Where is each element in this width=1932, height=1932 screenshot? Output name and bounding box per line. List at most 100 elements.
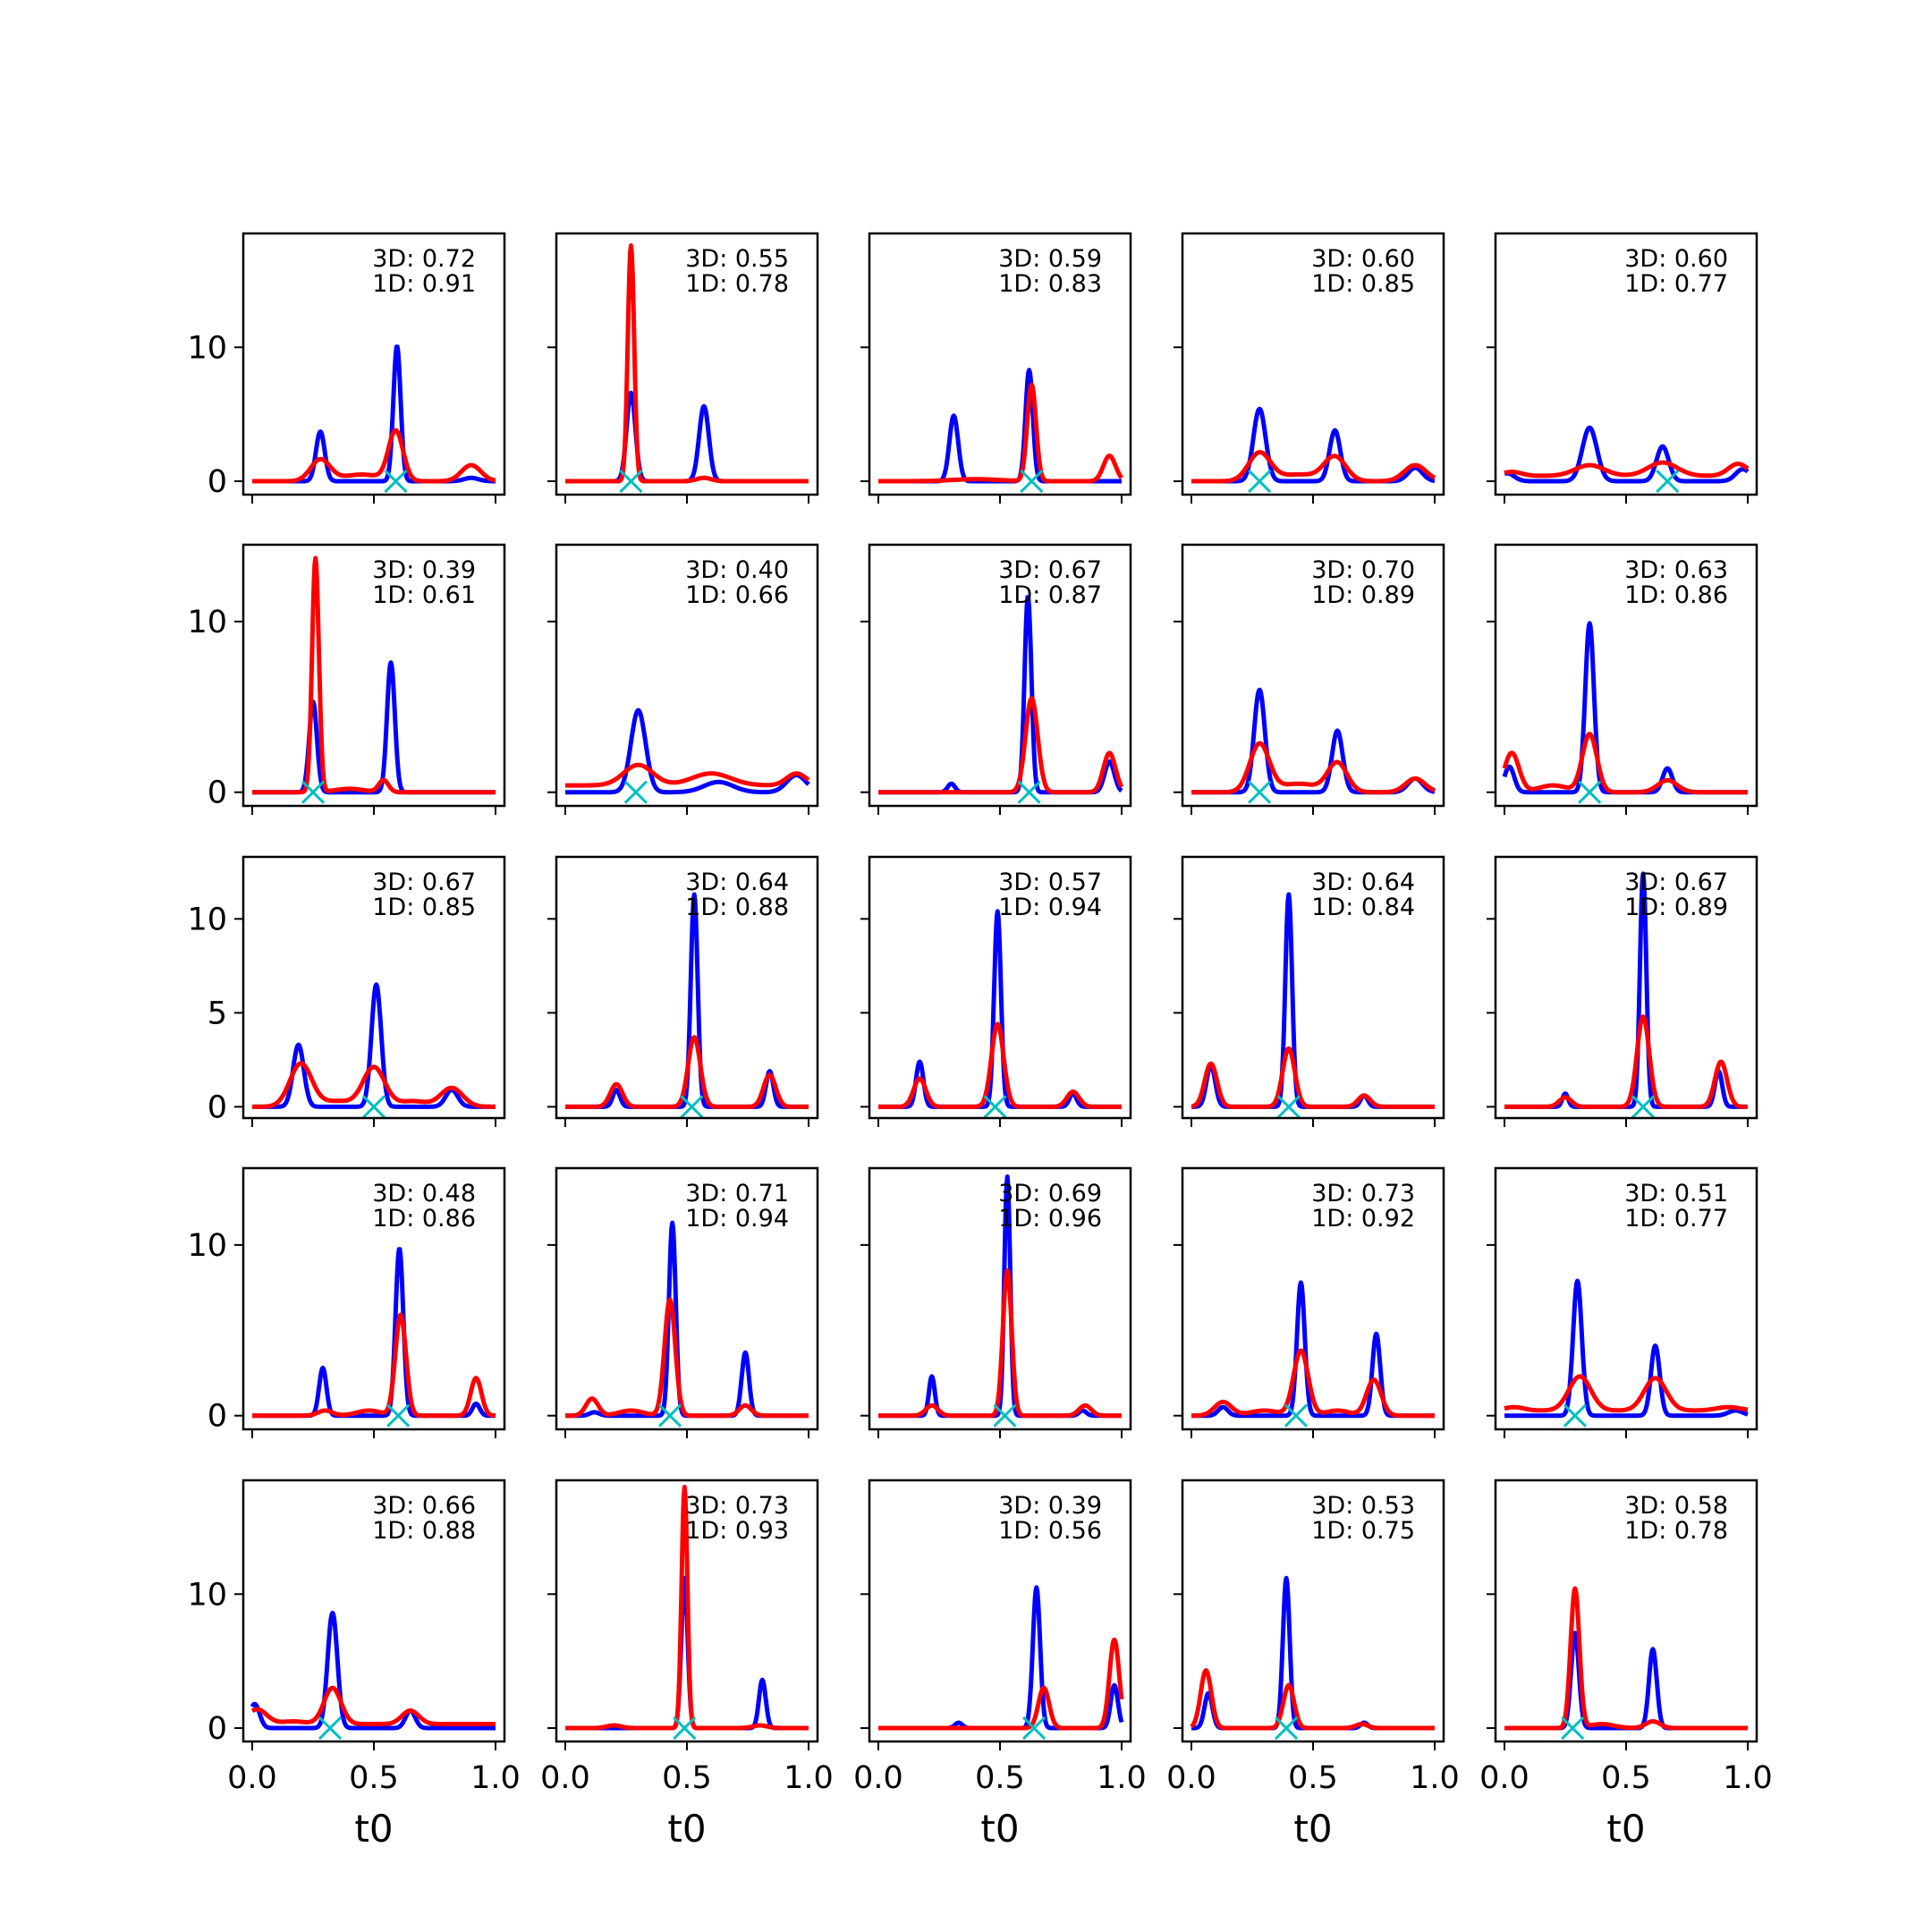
red-series-line [250,1312,497,1419]
score-3d-label: 3D: 0.51 [1624,1180,1728,1208]
y-tick-label: 5 [208,996,227,1031]
score-3d-label: 3D: 0.39 [998,1492,1102,1520]
x-marker [384,469,408,494]
score-3d-label: 3D: 0.67 [372,869,476,896]
x-marker [1284,1403,1309,1428]
x-tick-label: 0.0 [540,1760,590,1796]
x-tick-label: 1.0 [1410,1760,1460,1796]
score-3d-label: 3D: 0.48 [372,1180,476,1208]
score-1d-label: 1D: 0.94 [685,1205,789,1233]
subplot-frame [1181,543,1445,808]
series-group [250,555,497,795]
red-series-line [1190,1668,1436,1731]
red-series-line [250,1061,497,1109]
score-1d-label: 1D: 0.92 [1311,1205,1415,1233]
series-group [1503,1586,1750,1731]
subplot-frame [868,855,1132,1120]
x-axis-label: t0 [980,1807,1019,1851]
red-series-line [1190,1348,1436,1419]
series-group [1190,892,1436,1109]
series-group [1190,687,1436,795]
subplot-frame [555,232,819,496]
score-1d-label: 1D: 0.83 [998,270,1102,298]
score-3d-label: 3D: 0.69 [998,1180,1102,1208]
y-tick-label: 0 [208,1089,227,1125]
score-1d-label: 1D: 0.89 [1311,581,1415,609]
red-series-line [1503,1014,1750,1109]
red-series-line [1503,1374,1750,1413]
red-series-line [877,382,1123,484]
series-group [564,243,810,484]
score-1d-label: 1D: 0.78 [685,270,789,298]
score-3d-label: 3D: 0.40 [685,556,789,584]
x-marker [1248,469,1272,494]
score-1d-label: 1D: 0.94 [998,894,1102,921]
red-series-line [250,1685,497,1726]
series-group [564,892,810,1109]
score-1d-label: 1D: 0.85 [372,894,476,921]
x-tick-label: 1.0 [784,1760,834,1796]
series-group [250,982,497,1109]
subplot-frame [1181,1479,1445,1743]
score-3d-label: 3D: 0.53 [1311,1492,1415,1520]
score-1d-label: 1D: 0.96 [998,1205,1102,1233]
x-marker [993,1403,1017,1428]
red-series-line [877,696,1124,795]
blue-series-line [1503,1278,1750,1419]
x-tick-label: 0.5 [662,1760,712,1796]
red-series-line [877,1637,1124,1731]
y-tick-label: 10 [187,902,227,937]
red-series-line [564,1297,810,1419]
series-group [1503,425,1750,484]
subplot-frame [555,855,819,1120]
red-series-line [1502,732,1750,795]
x-marker [1563,1403,1587,1428]
score-1d-label: 1D: 0.56 [998,1517,1102,1545]
subplot-frame [868,232,1132,496]
score-3d-label: 3D: 0.60 [1624,245,1728,273]
x-tick-label: 0.5 [1601,1760,1651,1796]
red-series-line [564,1485,810,1731]
series-group [564,708,810,795]
x-marker [619,469,643,494]
subplot-frame [555,543,819,808]
series-group [877,595,1124,795]
series-group [877,909,1123,1109]
x-marker [318,1716,343,1741]
x-tick-label: 0.0 [227,1760,277,1796]
x-marker [673,1716,697,1741]
score-3d-label: 3D: 0.64 [685,869,789,896]
x-marker [1020,469,1044,494]
series-group [564,1485,810,1731]
score-3d-label: 3D: 0.59 [998,245,1102,273]
score-1d-label: 1D: 0.91 [372,270,476,298]
series-group [564,1220,810,1419]
red-series-line [564,762,810,788]
x-marker [657,1403,682,1428]
y-tick-label: 10 [187,1577,227,1613]
x-marker [983,1095,1007,1119]
score-3d-label: 3D: 0.64 [1311,869,1415,896]
score-1d-label: 1D: 0.88 [685,894,789,921]
y-tick-label: 0 [208,775,227,811]
subplot-frame [1181,232,1445,496]
blue-series-line [877,909,1123,1109]
subplot-frame [1494,855,1758,1120]
series-group [1503,1278,1750,1419]
x-marker [1578,780,1602,804]
x-marker [1248,780,1272,804]
series-group [250,1610,497,1731]
y-tick-label: 10 [187,1228,227,1264]
